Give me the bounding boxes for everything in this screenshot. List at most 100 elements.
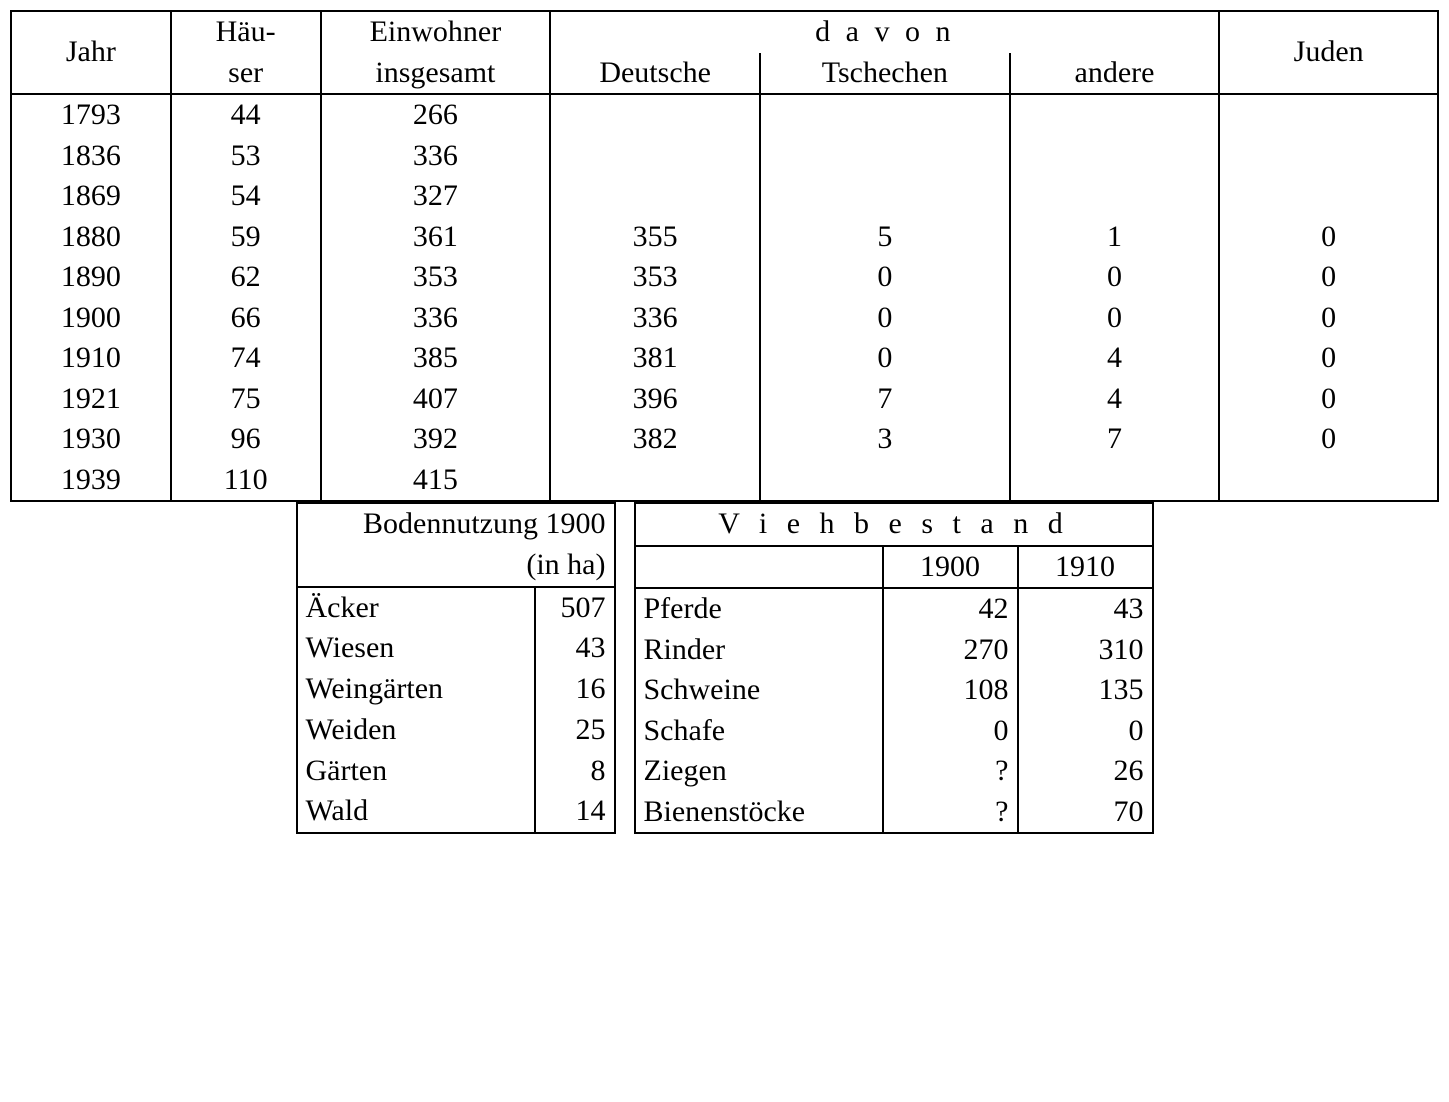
cell [550,460,760,502]
header-einwohner-l2: insgesamt [321,53,551,95]
land-value: 25 [535,710,615,751]
cell: 7 [1010,419,1220,460]
cell: 4 [1010,338,1220,379]
land-value: 8 [535,750,615,791]
table-row: Pferde4243 [635,588,1153,630]
cell: 1900 [11,298,171,339]
cell: 382 [550,419,760,460]
cell [1219,94,1438,136]
cell: 415 [321,460,551,502]
livestock-value-1900: 108 [883,670,1018,711]
cell [760,94,1010,136]
livestock-value-1900: 270 [883,630,1018,671]
cell: 0 [1219,338,1438,379]
cell: 1793 [11,94,171,136]
cell: 3 [760,419,1010,460]
cell [1010,136,1220,177]
cell [1219,136,1438,177]
cell: 385 [321,338,551,379]
livestock-value-1910: 0 [1018,711,1153,752]
land-label: Weingärten [297,669,535,710]
table-row: 189062353353000 [11,257,1438,298]
land-label: Gärten [297,750,535,791]
cell: 1921 [11,379,171,420]
cell: 53 [171,136,321,177]
cell: 361 [321,217,551,258]
cell [550,94,760,136]
cell: 1930 [11,419,171,460]
livestock-value-1900: 0 [883,711,1018,752]
table-row: 190066336336000 [11,298,1438,339]
land-value: 43 [535,628,615,669]
cell: 0 [1219,419,1438,460]
cell: 0 [1219,298,1438,339]
cell: 381 [550,338,760,379]
cell [550,136,760,177]
header-deutsche: Deutsche [550,53,760,95]
cell: 1836 [11,136,171,177]
livestock-year2: 1910 [1018,546,1153,589]
cell: 1 [1010,217,1220,258]
table-row: 191074385381040 [11,338,1438,379]
population-table: Jahr Häu- Einwohner d a v o n Juden ser … [10,10,1439,502]
table-row: 183653336 [11,136,1438,177]
cell: 336 [321,136,551,177]
livestock-value-1910: 26 [1018,751,1153,792]
cell: 0 [760,338,1010,379]
cell: 327 [321,176,551,217]
cell [1219,460,1438,502]
table-row: Weingärten16 [297,669,615,710]
cell [760,460,1010,502]
cell [1010,460,1220,502]
land-value: 507 [535,587,615,629]
livestock-blank-header [635,546,883,589]
cell: 0 [1219,217,1438,258]
land-title-l1: Bodennutzung 1900 [297,503,615,545]
cell: 1910 [11,338,171,379]
land-value: 16 [535,669,615,710]
cell: 336 [321,298,551,339]
livestock-label: Pferde [635,588,883,630]
table-row: Schafe00 [635,711,1153,752]
land-label: Äcker [297,587,535,629]
livestock-value-1910: 135 [1018,670,1153,711]
header-haeuser-l2: ser [171,53,321,95]
table-row: Rinder270310 [635,630,1153,671]
livestock-label: Ziegen [635,751,883,792]
cell: 74 [171,338,321,379]
cell: 0 [1219,257,1438,298]
header-einwohner-l1: Einwohner [321,11,551,53]
table-row: 193096392382370 [11,419,1438,460]
cell: 7 [760,379,1010,420]
header-juden: Juden [1219,11,1438,94]
cell [550,176,760,217]
cell: 1939 [11,460,171,502]
table-row: 179344266 [11,94,1438,136]
land-label: Weiden [297,710,535,751]
cell: 75 [171,379,321,420]
cell: 96 [171,419,321,460]
table-row: Ziegen?26 [635,751,1153,792]
table-row: 192175407396740 [11,379,1438,420]
land-use-table: Bodennutzung 1900 (in ha) Äcker507Wiesen… [296,502,616,834]
cell: 0 [1010,257,1220,298]
cell: 59 [171,217,321,258]
livestock-label: Schafe [635,711,883,752]
livestock-year1: 1900 [883,546,1018,589]
cell: 62 [171,257,321,298]
cell: 66 [171,298,321,339]
cell: 392 [321,419,551,460]
table-row: Weiden25 [297,710,615,751]
cell: 353 [550,257,760,298]
cell: 0 [760,298,1010,339]
table-row: Bienenstöcke?70 [635,792,1153,834]
header-row-1: Jahr Häu- Einwohner d a v o n Juden [11,11,1438,53]
livestock-value-1910: 43 [1018,588,1153,630]
header-haeuser-l1: Häu- [171,11,321,53]
land-label: Wiesen [297,628,535,669]
table-row: 188059361355510 [11,217,1438,258]
livestock-value-1910: 70 [1018,792,1153,834]
table-row: Schweine108135 [635,670,1153,711]
header-tschechen: Tschechen [760,53,1010,95]
cell: 5 [760,217,1010,258]
